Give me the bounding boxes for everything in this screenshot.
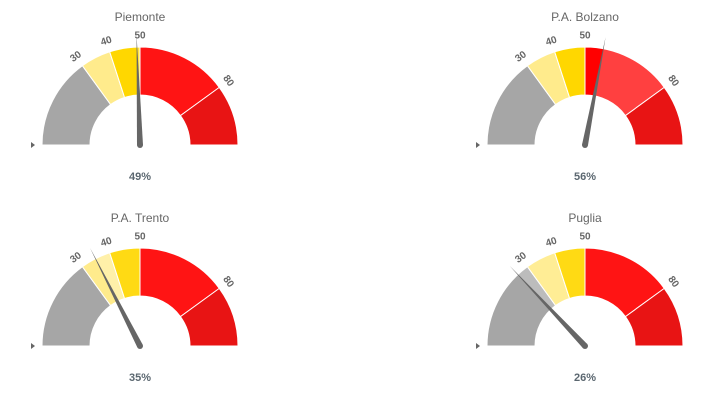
band-part — [585, 248, 665, 317]
tick-label: 40 — [99, 235, 113, 249]
band-part — [527, 51, 570, 105]
tick-label: 50 — [134, 31, 146, 42]
needle-hub — [137, 343, 143, 349]
gauge-band — [624, 86, 684, 146]
band-part — [625, 288, 683, 346]
band-part — [527, 252, 570, 306]
band-part — [82, 258, 118, 306]
tick-label: 40 — [99, 34, 113, 48]
gauge: P.A. Bolzano 30 40 50 80 56% — [476, 10, 684, 183]
band-edge — [624, 287, 684, 347]
band-part — [140, 47, 220, 116]
tick-label: 30 — [68, 250, 84, 266]
band-part — [109, 248, 140, 299]
needle-hub — [582, 343, 588, 349]
band-part — [554, 248, 585, 299]
band-part — [42, 266, 111, 346]
band-part — [487, 274, 551, 346]
tick-label: 50 — [579, 31, 591, 42]
tick-label: 50 — [579, 232, 591, 243]
needle-hub — [137, 142, 143, 148]
band-part — [594, 48, 665, 116]
corner-marker — [476, 142, 480, 148]
corner-marker — [31, 343, 35, 349]
tick-label: 40 — [544, 34, 558, 48]
gauge-band — [584, 46, 665, 117]
band-part — [180, 87, 238, 145]
needle-hub — [582, 142, 588, 148]
tick-label: 30 — [513, 49, 529, 65]
tick-label: 80 — [220, 73, 236, 89]
tick-label: 80 — [220, 274, 236, 290]
band-part — [625, 87, 683, 145]
gauge-title: Piemonte — [115, 10, 166, 24]
value-label: 49% — [129, 171, 151, 183]
band-edge — [624, 86, 684, 146]
band-edge — [179, 287, 239, 347]
band-part — [140, 248, 220, 317]
gauge: Piemonte 30 40 50 80 49% — [31, 10, 239, 183]
band-part — [95, 252, 125, 302]
corner-marker — [476, 343, 480, 349]
band-part — [585, 47, 604, 96]
band-part — [109, 47, 139, 98]
needle — [90, 247, 143, 348]
gauge-title: P.A. Trento — [111, 211, 170, 225]
tick-label: 50 — [134, 232, 146, 243]
gauge-title: P.A. Bolzano — [551, 10, 619, 24]
tick-label: 30 — [513, 250, 529, 266]
band-part — [517, 266, 556, 310]
needle — [509, 265, 588, 349]
tick-label: 40 — [544, 235, 558, 249]
band-edge — [179, 86, 239, 146]
band-part — [554, 47, 585, 98]
band-part — [82, 51, 125, 105]
gauge-band — [624, 287, 684, 347]
value-label: 35% — [129, 372, 151, 384]
value-label: 56% — [574, 171, 596, 183]
gauge: P.A. Trento 30 40 50 80 35% — [31, 211, 239, 384]
tick-label: 30 — [68, 49, 84, 65]
gauge: Puglia 30 40 50 80 26% — [476, 211, 684, 384]
needle — [136, 35, 143, 146]
tick-label: 80 — [665, 73, 681, 89]
band-part — [42, 65, 111, 145]
value-label: 26% — [574, 372, 596, 384]
gauge-title: Puglia — [568, 211, 602, 225]
needle — [582, 36, 606, 146]
corner-marker — [31, 142, 35, 148]
gauge-band — [179, 287, 239, 347]
tick-label: 80 — [665, 274, 681, 290]
band-part — [487, 65, 556, 145]
band-part — [180, 288, 238, 346]
gauge-band — [179, 86, 239, 146]
